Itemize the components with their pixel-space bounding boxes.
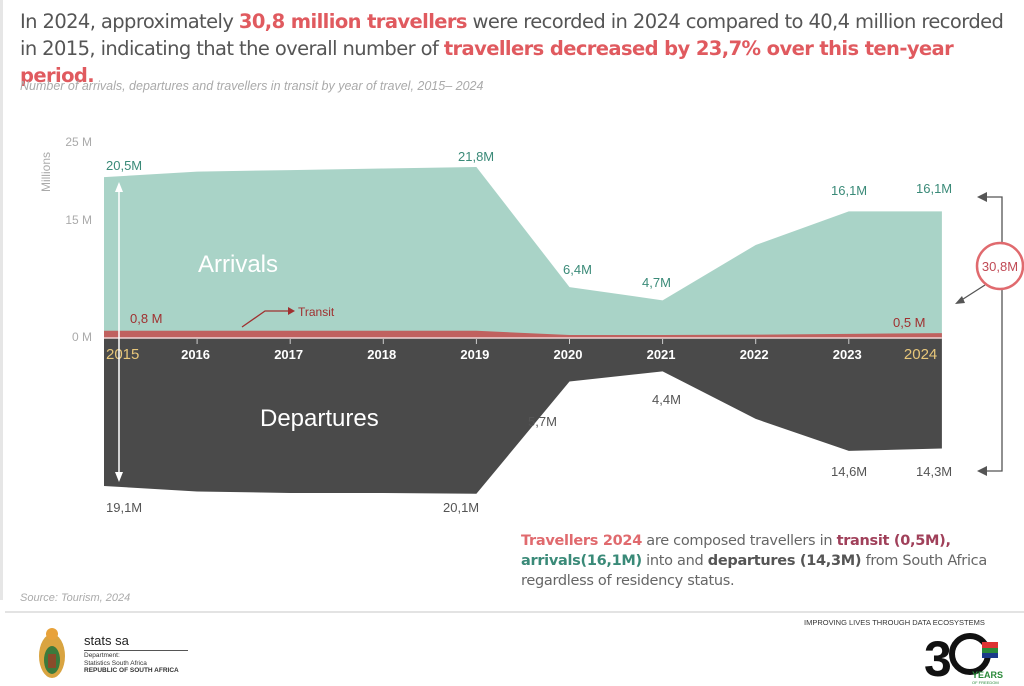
data-label-dep_2020: 5,7M	[528, 414, 557, 429]
headline: In 2024, approximately 30,8 million trav…	[20, 10, 1004, 87]
data-label-arr_2019: 21,8M	[458, 149, 494, 164]
data-label-arr_2021: 4,7M	[642, 275, 671, 290]
bracket-arrow-top	[977, 192, 987, 202]
x-tick-label: 2018	[367, 347, 396, 362]
bracket-arrow-bottom	[977, 466, 987, 476]
brand-rule	[84, 650, 188, 651]
left-border	[0, 0, 3, 600]
arrowhead-down	[115, 472, 123, 482]
x-tick-label: 2023	[833, 347, 862, 362]
stacked-area-chart: 25 M 15 M 0 M Millions 2015 2016 2017 2018 2019 2…	[39, 135, 1024, 515]
30-years-badge: 3 YEARS OF FREEDOM	[924, 631, 1003, 686]
y-axis-label: Millions	[39, 152, 53, 192]
divider	[5, 611, 1024, 613]
x-tick-label: 2017	[274, 347, 303, 362]
total-circle	[975, 241, 1024, 291]
data-label-arr_2023: 16,1M	[831, 183, 867, 198]
x-tick-label: 2024	[904, 346, 937, 363]
data-label-arr_2015: 20,5M	[106, 158, 142, 173]
departures-area	[104, 337, 942, 494]
badge-years: YEARS	[972, 670, 1003, 680]
brand-name: stats sa	[84, 633, 129, 648]
x-tick-label: 2015	[106, 346, 139, 363]
svg-text:3: 3	[924, 631, 952, 686]
transit-arrow	[241, 310, 288, 328]
footer-tagline: IMPROVING LIVES THROUGH DATA ECOSYSTEMS	[804, 618, 985, 627]
data-label-tr_2024: 0,5 M	[893, 315, 926, 330]
departures-series-label: Departures	[260, 405, 379, 432]
transit-area	[104, 330, 942, 338]
data-label-arr_2020: 6,4M	[563, 262, 592, 277]
data-label-tr_2015: 0,8 M	[130, 311, 163, 326]
department-text: Department: Statistics South Africa REPUBL…	[84, 652, 179, 674]
total-label: 30,8M	[982, 259, 1018, 274]
y-tick-label: 15 M	[65, 213, 92, 227]
data-label-arr_2024: 16,1M	[916, 181, 952, 196]
data-label-dep_2019: 20,1M	[443, 500, 479, 515]
x-tick-label: 2020	[554, 347, 583, 362]
y-tick-label: 25 M	[65, 135, 92, 149]
data-label-dep_2021: 4,4M	[652, 392, 681, 407]
arrowhead-up	[115, 182, 123, 192]
chart-subtitle: Number of arrivals, departures and trave…	[20, 79, 484, 93]
coat-of-arms-logo	[39, 628, 65, 678]
arrivals-area	[104, 166, 942, 337]
total-pointer-head	[955, 296, 965, 304]
total-pointer	[959, 284, 986, 302]
transit-annotation: Transit	[298, 305, 335, 319]
data-label-dep_2023: 14,6M	[831, 464, 867, 479]
x-tick-label: 2019	[460, 347, 489, 362]
x-tick-label: 2016	[181, 347, 210, 362]
arrivals-series-label: Arrivals	[198, 251, 278, 278]
data-label-dep_2024: 14,3M	[916, 464, 952, 479]
badge-sub: OF FREEDOM	[972, 680, 999, 685]
x-tick-label: 2022	[740, 347, 769, 362]
source: Source: Tourism, 2024	[20, 592, 131, 604]
x-tick-label: 2021	[647, 347, 676, 362]
chart-note: Travellers 2024 are composed travellers …	[521, 533, 987, 589]
y-tick-label: 0 M	[72, 330, 92, 344]
data-label-dep_2015: 19,1M	[106, 500, 142, 515]
transit-arrowhead	[288, 307, 295, 315]
total-bracket	[985, 196, 1003, 472]
